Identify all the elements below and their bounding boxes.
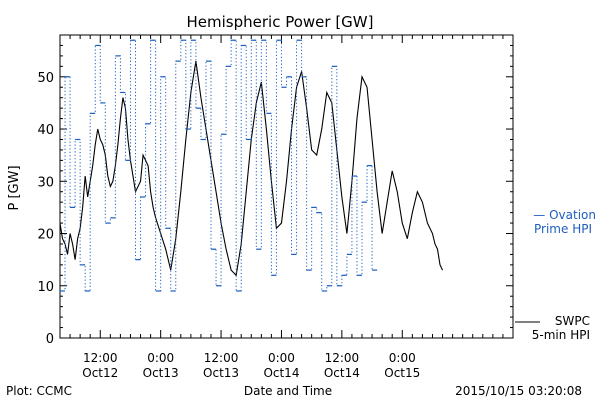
y-tick-label: 50: [37, 71, 54, 86]
footer-source: Plot: CCMC: [6, 384, 72, 398]
y-tick-label: 30: [37, 175, 54, 190]
y-axis-label: P [GW]: [7, 165, 22, 210]
y-axis-ticks: 0 10 20 30 40 50: [37, 34, 513, 347]
x-tick-date-label: Oct13: [203, 366, 239, 380]
x-tick-time-label: 12:00: [204, 351, 239, 365]
y-tick-label: 40: [37, 123, 54, 138]
y-tick-label: 10: [37, 280, 54, 295]
x-tick-time-label: 12:00: [325, 351, 360, 365]
x-tick-date-label: Oct12: [82, 366, 118, 380]
x-axis-ticks: 12:00Oct120:00Oct1312:00Oct130:00Oct1412…: [59, 35, 514, 380]
x-tick-time-label: 12:00: [83, 351, 118, 365]
x-tick-date-label: Oct14: [263, 366, 299, 380]
x-tick-date-label: Oct13: [143, 366, 179, 380]
x-tick-time-label: 0:00: [389, 351, 416, 365]
swpc-hpi-line: [59, 61, 444, 277]
x-tick-time-label: 0:00: [147, 351, 174, 365]
legend-swpc-label: 5-min HPI: [532, 328, 590, 342]
legend-swpc-label: SWPC: [555, 314, 590, 328]
y-tick-label: 20: [37, 228, 54, 243]
series-layer: [59, 39, 444, 292]
x-tick-date-label: Oct14: [324, 366, 360, 380]
plot-frame: [59, 34, 514, 339]
footer-timestamp: 2015/10/15 03:20:08: [455, 384, 582, 398]
legend-ovation-label: — Ovation: [533, 208, 596, 222]
ovation-prime-hpi-line: [60, 39, 378, 292]
legend-ovation-label: Prime HPI: [534, 222, 592, 236]
y-tick-label: 0: [46, 332, 54, 347]
x-axis-label: Date and Time: [244, 384, 332, 398]
x-tick-date-label: Oct15: [384, 366, 420, 380]
x-tick-time-label: 0:00: [268, 351, 295, 365]
chart-title: Hemispheric Power [GW]: [187, 13, 374, 31]
